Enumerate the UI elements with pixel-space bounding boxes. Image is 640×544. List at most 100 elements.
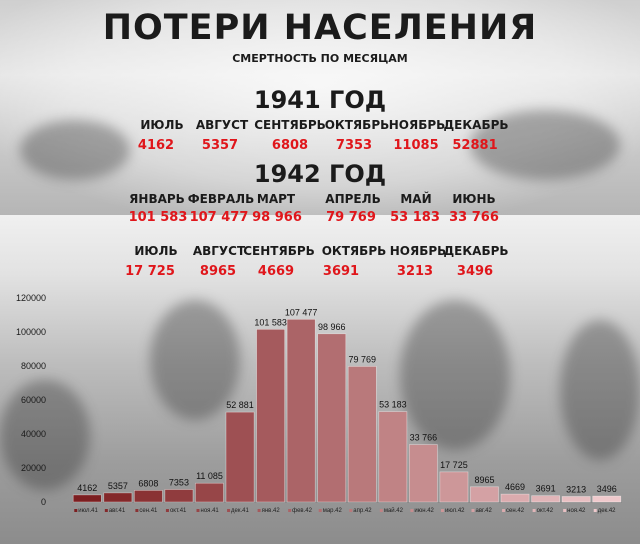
- x-tick-label: фев.42: [292, 508, 312, 514]
- background-figure: [400, 300, 510, 450]
- month-value: 53 183: [390, 210, 440, 225]
- bar: [134, 490, 163, 503]
- x-tick-label: авг.41: [109, 508, 126, 514]
- data-label: 8965: [474, 475, 494, 485]
- x-legend-swatch: [288, 509, 292, 512]
- x-tick-label: авг.42: [476, 508, 493, 514]
- x-legend-swatch: [532, 509, 536, 512]
- x-legend-swatch: [227, 509, 231, 512]
- bar: [286, 318, 316, 503]
- x-tick-label: апр.42: [353, 508, 372, 514]
- bar: [561, 496, 591, 503]
- month-value: 4669: [257, 264, 295, 279]
- y-tick-label: 80000: [21, 361, 46, 371]
- x-tick-label: июл.42: [445, 508, 465, 514]
- bar: [103, 492, 133, 503]
- background-figure: [560, 320, 640, 460]
- bar: [592, 495, 622, 503]
- x-tick-label: май.42: [384, 507, 404, 514]
- month-value: 3691: [322, 264, 360, 279]
- month-label: АВГУСТ: [195, 118, 249, 132]
- mortality-bar-chart: 0 20000 40000 60000 80000 100000 120000 4162 53…: [16, 293, 622, 514]
- month-label: ЯНВАРЬ: [129, 192, 185, 206]
- bar: [439, 471, 469, 503]
- month-value: 33 766: [449, 210, 499, 225]
- data-label: 101 583: [254, 317, 287, 327]
- bar: [378, 411, 408, 503]
- x-tick-label: июл.41: [78, 508, 98, 514]
- y-tick-label: 60000: [21, 395, 46, 405]
- month-label: АВГУСТ: [192, 244, 246, 258]
- month-label: ДЕКАБРЬ: [443, 244, 509, 258]
- y-tick-label: 40000: [21, 429, 46, 439]
- x-legend-swatch: [135, 509, 139, 512]
- bars-group: [72, 318, 622, 503]
- x-tick-label: ноя.42: [567, 508, 586, 514]
- data-label: 98 966: [318, 322, 346, 332]
- bar: [317, 333, 347, 503]
- month-value: 11085: [393, 138, 439, 153]
- data-label: 5357: [108, 481, 128, 491]
- x-tick-label: июн.42: [414, 508, 434, 514]
- months-1942-first-half: ЯНВАРЬ ФЕВРАЛЬ МАРТ АПРЕЛЬ МАЙ ИЮНЬ: [0, 192, 640, 212]
- month-value: 4162: [137, 138, 175, 153]
- month-value: 101 583: [128, 210, 188, 225]
- x-legend-swatch: [165, 509, 169, 512]
- bar: [256, 328, 286, 503]
- x-tick-label: дек.41: [231, 508, 249, 514]
- month-label: ОКТЯБРЬ: [321, 244, 387, 258]
- bar: [500, 493, 530, 503]
- month-value: 3496: [456, 264, 494, 279]
- y-tick-label: 20000: [21, 463, 46, 473]
- month-value: 5357: [201, 138, 239, 153]
- bar: [195, 482, 224, 503]
- bar: [225, 411, 255, 503]
- data-label: 3213: [566, 485, 586, 495]
- month-value: 8965: [199, 264, 237, 279]
- values-1941: 4162 5357 6808 7353 11085 52881: [0, 138, 640, 158]
- x-legend-swatch: [471, 509, 475, 512]
- data-label: 11 085: [196, 471, 223, 481]
- y-tick-label: 0: [41, 497, 46, 507]
- background-shadow: [470, 110, 620, 180]
- data-label: 52 881: [226, 400, 254, 410]
- x-legend-swatch: [593, 509, 597, 512]
- x-legend-swatch: [318, 509, 322, 512]
- bar: [531, 495, 560, 503]
- month-value: 17 725: [125, 264, 175, 279]
- month-label: АПРЕЛЬ: [325, 192, 381, 206]
- x-legend-swatch: [74, 509, 78, 512]
- x-tick-label: окт.41: [170, 508, 187, 514]
- month-label: НОЯБРЬ: [388, 118, 446, 132]
- data-label: 6808: [138, 478, 158, 488]
- x-legend-swatch: [104, 509, 108, 512]
- bar: [347, 366, 377, 503]
- x-legend-swatch: [257, 509, 261, 512]
- x-legend-swatch: [196, 509, 200, 512]
- x-tick-label: сен.42: [506, 508, 525, 514]
- year-1941-heading: 1941 ГОД: [253, 86, 387, 114]
- month-value: 52881: [452, 138, 498, 153]
- year-1942-heading: 1942 ГОД: [253, 160, 387, 188]
- y-tick-label: 120000: [16, 293, 46, 303]
- background-figure: [0, 380, 90, 490]
- month-value: 79 769: [326, 210, 376, 225]
- x-tick-label: окт.42: [537, 508, 554, 514]
- x-tick-label: янв.42: [262, 508, 281, 514]
- x-tick-label: дек.42: [598, 508, 616, 514]
- background-shadow: [20, 120, 130, 180]
- month-label: НОЯБРЬ: [389, 244, 447, 258]
- background-figure: [150, 300, 240, 420]
- month-label: МАЙ: [400, 192, 432, 206]
- data-label: 4669: [505, 482, 525, 492]
- x-legend-swatch: [563, 509, 567, 512]
- data-label: 79 769: [349, 354, 377, 364]
- month-label: ДЕКАБРЬ: [443, 118, 509, 132]
- data-label: 3691: [536, 484, 556, 494]
- x-legend-swatch: [440, 509, 444, 512]
- month-label: СЕНТЯБРЬ: [243, 244, 315, 258]
- page-title: ПОТЕРИ НАСЕЛЕНИЯ: [102, 8, 538, 48]
- data-label: 53 183: [379, 400, 407, 410]
- data-label: 7353: [169, 477, 189, 487]
